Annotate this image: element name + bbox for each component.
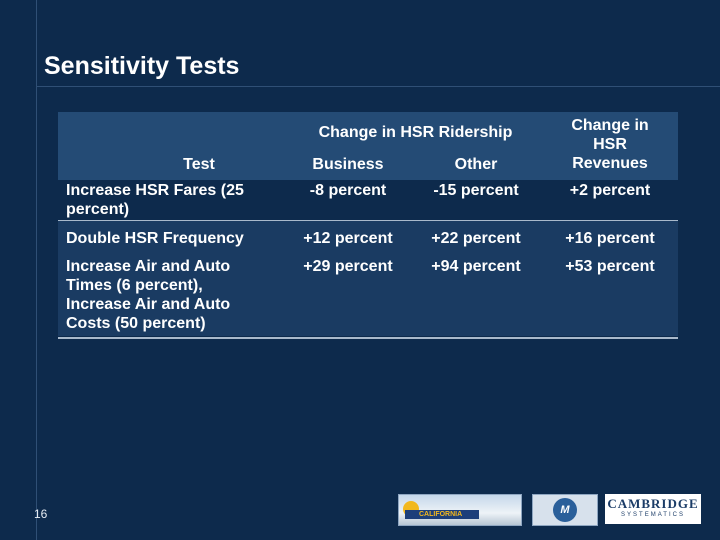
california-hsr-logo: CALIFORNIA <box>398 494 522 526</box>
row-divider <box>58 220 678 221</box>
row-2-other: +22 percent <box>431 230 521 247</box>
m-logo: M <box>532 494 598 526</box>
row-1-revenue: +2 percent <box>569 182 651 199</box>
cambridge-logo-sub: SYSTEMATICS <box>621 512 685 518</box>
row-2-test: Double HSR Frequency <box>66 230 244 247</box>
row-3-business: +29 percent <box>303 258 393 275</box>
row-3-revenue: +53 percent <box>565 258 655 275</box>
sensitivity-table: Change in HSR Ridership Test Business Ot… <box>58 112 678 340</box>
cambridge-logo-name: CAMBRIDGE <box>607 496 699 511</box>
row-3-other: +94 percent <box>431 258 521 275</box>
m-logo-mark: M <box>553 498 577 522</box>
ridership-group-header: Change in HSR Ridership <box>318 124 513 141</box>
cambridge-systematics-logo: CAMBRIDGE SYSTEMATICS <box>605 494 701 524</box>
left-guide-line <box>36 0 37 540</box>
row-2-revenue: +16 percent <box>565 230 655 247</box>
title-underline <box>36 86 720 87</box>
row-1-other: -15 percent <box>433 182 519 199</box>
california-logo-text: CALIFORNIA <box>405 510 479 519</box>
lower-rows-band <box>58 220 678 336</box>
header-revenue: Change in HSR Revenues <box>571 117 649 172</box>
header-band <box>58 112 678 180</box>
header-other: Other <box>454 156 498 173</box>
row-3-test: Increase Air and Auto Times (6 percent),… <box>66 258 231 332</box>
table-bottom-rule <box>58 337 678 339</box>
slide-title: Sensitivity Tests <box>44 52 240 80</box>
page-number: 16 <box>34 507 48 521</box>
header-test: Test <box>183 156 215 173</box>
row-1-test: Increase HSR Fares (25 percent) <box>66 182 244 218</box>
row-2-business: +12 percent <box>303 230 393 247</box>
row-1-business: -8 percent <box>309 182 387 199</box>
header-business: Business <box>312 156 384 173</box>
